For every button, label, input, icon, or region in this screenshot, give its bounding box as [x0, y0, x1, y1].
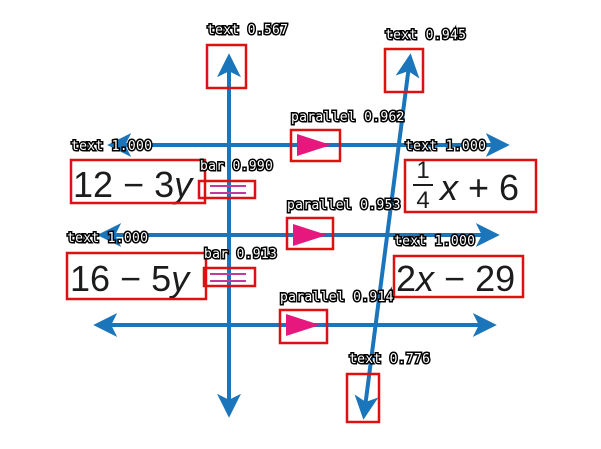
label-bar-1: bar 0.990 — [200, 159, 273, 174]
label-parallel-3: parallel 0.914 — [280, 290, 394, 305]
detection-box-parallel-2 — [285, 216, 335, 251]
detection-box-parallel-3 — [278, 308, 329, 345]
detection-box-text-top-left — [205, 43, 248, 90]
label-text-bottom: text 0.776 — [349, 352, 430, 367]
detection-box-text-left-2 — [65, 251, 208, 301]
label-text-right-1: text 1.000 — [405, 139, 486, 154]
detection-box-text-right-1 — [403, 158, 538, 214]
parallel-mark-top — [297, 134, 331, 156]
expr-left-bottom: 16−5y — [70, 258, 191, 299]
detection-box-text-right-2 — [392, 254, 525, 299]
parallel-mark-middle — [293, 224, 327, 246]
expr-right-top-rest: x +6 — [438, 167, 519, 208]
label-text-top-right: text 0.945 — [385, 28, 466, 43]
detection-box-parallel-1 — [289, 128, 342, 163]
label-text-left-1: text 1.000 — [71, 139, 152, 154]
detection-box-text-top-right — [383, 47, 425, 94]
label-text-right-2: text 1.000 — [394, 234, 475, 249]
congruence-bar-mark-bottom — [210, 273, 246, 282]
fraction-numerator: 1 — [416, 157, 429, 184]
expr-left-top: 12−3y — [73, 164, 194, 205]
expr-right-bottom: 2x −29 — [396, 258, 515, 299]
label-parallel-1: parallel 0.962 — [291, 110, 405, 125]
expr-right-top: 1 4 x +6 — [413, 157, 519, 214]
transversal-line — [354, 53, 420, 420]
congruence-bar-mark-top — [210, 185, 246, 194]
label-text-left-2: text 1.000 — [67, 231, 148, 246]
label-text-top-left: text 0.567 — [207, 23, 288, 38]
parallel-mark-bottom — [286, 314, 320, 336]
label-bar-2: bar 0.913 — [204, 247, 277, 262]
detection-box-bar-2 — [202, 266, 257, 288]
fraction-denominator: 4 — [416, 187, 429, 214]
detection-box-bar-1 — [197, 179, 257, 200]
detection-box-text-bottom — [345, 372, 381, 424]
label-parallel-2: parallel 0.953 — [287, 198, 401, 213]
